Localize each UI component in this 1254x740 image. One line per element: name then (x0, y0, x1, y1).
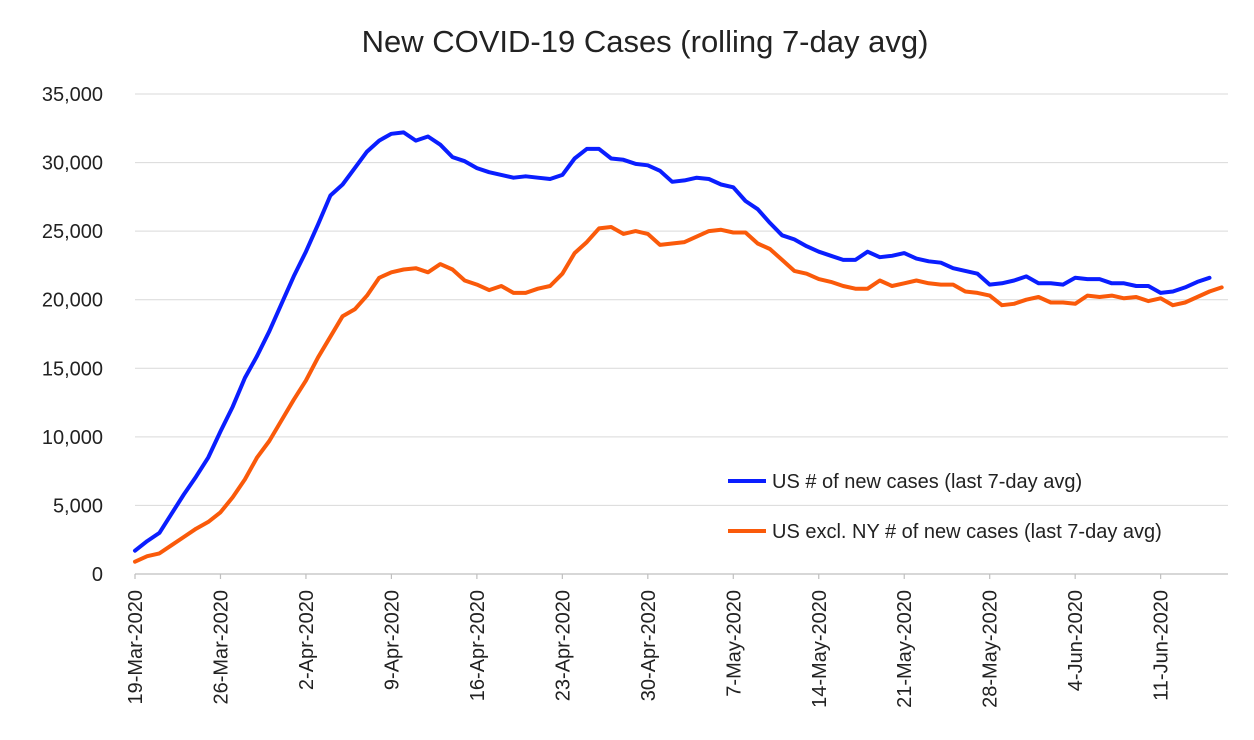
x-tick-label: 28-May-2020 (980, 590, 1002, 708)
x-axis-tick-labels: 19-Mar-2020 26-Mar-2020 2-Apr-2020 9-Apr-20… (125, 574, 1173, 708)
x-tick-label: 30-Apr-2020 (638, 590, 660, 701)
x-tick-label: 21-May-2020 (894, 590, 916, 708)
x-tick-label: 23-Apr-2020 (552, 590, 574, 701)
x-tick-label: 11-Jun-2020 (1151, 590, 1173, 701)
x-tick-label: 19-Mar-2020 (125, 590, 147, 705)
y-tick-label: 30,000 (42, 153, 103, 175)
y-tick-label: 10,000 (42, 427, 103, 449)
x-tick-label: 2-Apr-2020 (296, 590, 318, 690)
legend: US # of new cases (last 7-day avg) US exc… (728, 471, 1162, 543)
series-line-us (133, 130, 1212, 553)
y-tick-label: 25,000 (42, 221, 103, 243)
y-tick-label: 20,000 (42, 290, 103, 312)
y-tick-label: 15,000 (42, 358, 103, 380)
x-tick-label: 26-Mar-2020 (210, 590, 232, 705)
x-tick-label: 14-May-2020 (809, 590, 831, 708)
y-axis-tick-labels: 0 5,000 10,000 15,000 20,000 25,000 30,000 35,0… (42, 84, 103, 586)
y-tick-label: 0 (92, 564, 103, 586)
gridlines (135, 93, 1228, 575)
chart-title: New COVID-19 Cases (rolling 7-day avg) (362, 24, 929, 59)
legend-label: US excl. NY # of new cases (last 7-day a… (772, 521, 1162, 543)
y-tick-label: 5,000 (53, 495, 103, 517)
x-tick-label: 9-Apr-2020 (381, 590, 403, 690)
x-tick-label: 7-May-2020 (723, 590, 745, 697)
x-tick-label: 4-Jun-2020 (1065, 590, 1087, 691)
x-tick-label: 16-Apr-2020 (467, 590, 489, 701)
series-line-us-excl-ny (133, 225, 1224, 564)
y-tick-label: 35,000 (42, 84, 103, 106)
legend-label: US # of new cases (last 7-day avg) (772, 471, 1082, 493)
series-lines (133, 130, 1224, 564)
